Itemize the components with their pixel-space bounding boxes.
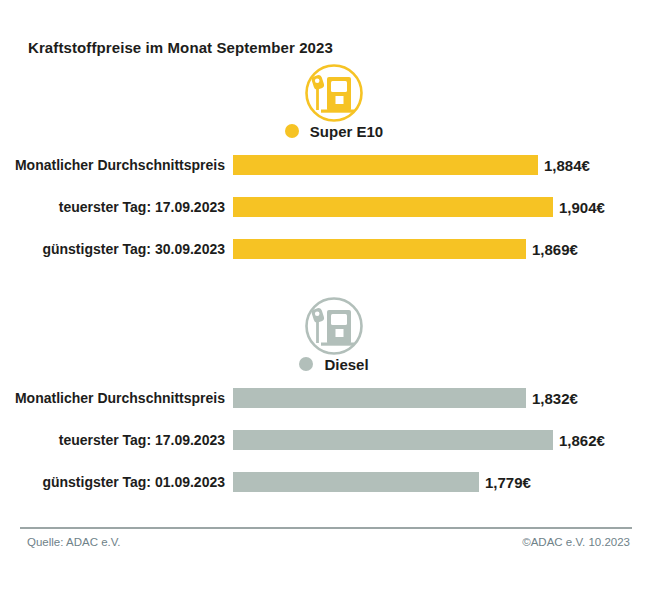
bar-diesel-2: [233, 472, 479, 492]
legend-diesel: Diesel: [0, 356, 668, 372]
legend-dot: [299, 357, 313, 371]
bar-row: Monatlicher Durchschnittspreis 1,832€: [0, 388, 668, 408]
bar-category-label: teuerster Tag: 17.09.2023: [0, 199, 225, 215]
bar-value-label: 1,904€: [559, 199, 605, 216]
bar-category-label: teuerster Tag: 17.09.2023: [0, 432, 225, 448]
page-title: Kraftstoffpreise im Monat September 2023: [28, 39, 333, 56]
fuel-price-infographic: Kraftstoffpreise im Monat September 2023…: [0, 0, 668, 591]
bar-value-label: 1,779€: [485, 474, 531, 491]
legend-dot: [285, 124, 299, 138]
bar-row: Monatlicher Durchschnittspreis 1,884€: [0, 155, 668, 175]
bar-category-label: Monatlicher Durchschnittspreis: [0, 157, 225, 173]
bar-category-label: günstigster Tag: 01.09.2023: [0, 474, 225, 490]
copyright-note: ©ADAC e.V. 10.2023: [522, 536, 630, 548]
bar-category-label: günstigster Tag: 30.09.2023: [0, 241, 225, 257]
section-super-e10: Super E10 Monatlicher Durchschnittspreis…: [0, 63, 668, 281]
bar-rows: Monatlicher Durchschnittspreis 1,832€ teue…: [0, 388, 668, 492]
bar-value-label: 1,869€: [532, 241, 578, 258]
fuel-pump-icon: [304, 63, 364, 123]
bar-value-label: 1,862€: [559, 432, 605, 449]
legend-label: Diesel: [324, 356, 368, 373]
legend-super-e10: Super E10: [0, 123, 668, 139]
footer-divider: [20, 527, 632, 529]
bar-super-e10-0: [233, 155, 538, 175]
fuel-pump-icon: [304, 296, 364, 356]
bar-row: günstigster Tag: 30.09.2023 1,869€: [0, 239, 668, 259]
bar-category-label: Monatlicher Durchschnittspreis: [0, 390, 225, 406]
bar-row: günstigster Tag: 01.09.2023 1,779€: [0, 472, 668, 492]
bar-row: teuerster Tag: 17.09.2023 1,862€: [0, 430, 668, 450]
bar-rows: Monatlicher Durchschnittspreis 1,884€ teue…: [0, 155, 668, 259]
bar-super-e10-1: [233, 197, 553, 217]
bar-diesel-0: [233, 388, 526, 408]
bar-row: teuerster Tag: 17.09.2023 1,904€: [0, 197, 668, 217]
bar-value-label: 1,832€: [532, 390, 578, 407]
source-note: Quelle: ADAC e.V.: [27, 536, 121, 548]
bar-value-label: 1,884€: [544, 157, 590, 174]
legend-label: Super E10: [310, 123, 383, 140]
section-diesel: Diesel Monatlicher Durchschnittspreis 1,8…: [0, 296, 668, 514]
footer: Quelle: ADAC e.V. ©ADAC e.V. 10.2023: [27, 536, 630, 548]
bar-super-e10-2: [233, 239, 526, 259]
bar-diesel-1: [233, 430, 553, 450]
